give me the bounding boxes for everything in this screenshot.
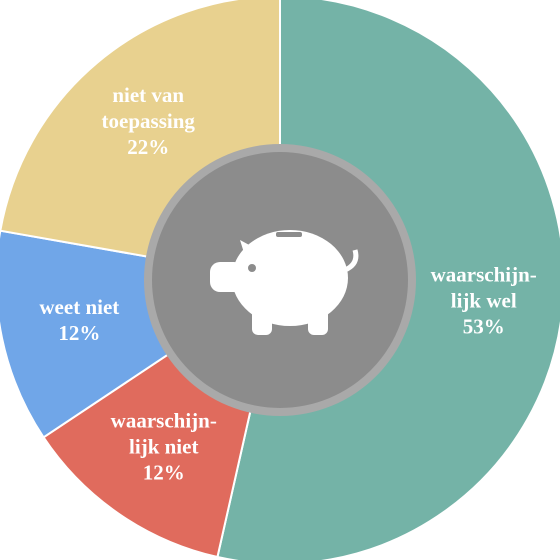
piggy-bank-icon <box>210 230 359 335</box>
value-label: 12% <box>58 321 100 345</box>
value-label: 12% <box>143 461 185 485</box>
slice-label: lijk niet <box>129 435 198 459</box>
slice-label: lijk wel <box>451 289 517 313</box>
value-label: 53% <box>463 315 505 339</box>
value-label: 22% <box>127 135 169 159</box>
slice-label: niet van <box>112 83 184 107</box>
slice-label: weet niet <box>39 295 119 319</box>
slice-label: waarschijn- <box>431 263 537 287</box>
slice-label: toepassing <box>102 109 196 133</box>
slice-label: waarschijn- <box>111 409 217 433</box>
